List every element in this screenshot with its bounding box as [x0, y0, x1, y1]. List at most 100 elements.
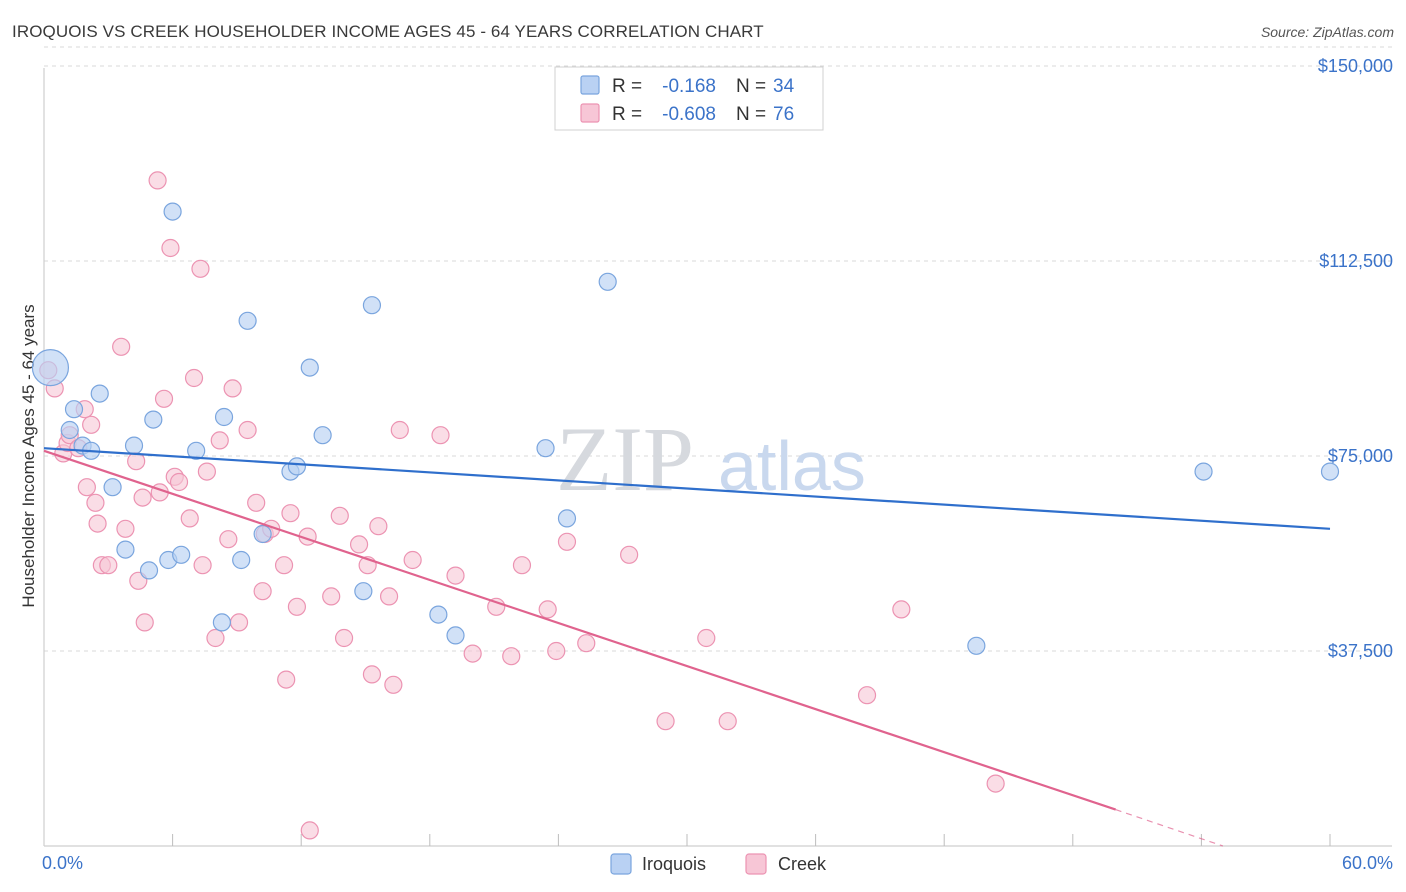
iroquois-point-15	[212, 613, 231, 632]
legend-n-value-creek: 76	[773, 104, 794, 125]
watermark-atlas: atlas	[718, 427, 866, 505]
legend-swatch-creek	[580, 103, 600, 123]
creek-point-69	[697, 628, 716, 648]
watermark-zip: ZIP	[556, 408, 694, 510]
chart-title: IROQUOIS VS CREEK HOUSEHOLDER INCOME AGE…	[12, 22, 764, 41]
y-axis-title: Householder Income Ages 45 - 64 years	[19, 304, 38, 607]
creek-point-58	[446, 566, 465, 585]
x-ticks	[172, 834, 1331, 846]
creek-point-42	[281, 504, 300, 523]
legend-n-label-iroquois: N =	[736, 76, 766, 97]
creek-point-64	[547, 641, 566, 661]
iroquois-point-22	[300, 358, 319, 377]
creek-point-35	[238, 420, 257, 440]
creek-point-33	[223, 379, 242, 398]
legend-r-label-creek: R =	[612, 104, 642, 125]
gridlines	[44, 46, 1392, 652]
creek-point-25	[180, 509, 199, 528]
creek-point-66	[577, 634, 596, 653]
iroquois-point-32	[1194, 462, 1213, 481]
creek-point-7	[77, 478, 96, 497]
iroquois-point-31	[967, 636, 986, 655]
creek-point-41	[277, 670, 296, 689]
bottom-legend-label-creek: Creek	[778, 854, 827, 874]
creek-point-45	[300, 821, 319, 840]
creek-point-63	[538, 600, 557, 619]
creek-point-61	[502, 647, 521, 666]
creek-point-54	[384, 675, 403, 694]
creek-point-17	[133, 488, 152, 507]
legend-swatch-iroquois	[580, 75, 600, 95]
series-legend: Iroquois Creek	[610, 853, 827, 875]
creek-point-34	[229, 613, 249, 632]
creek-point-12	[99, 556, 118, 575]
legend-r-label-iroquois: R =	[612, 76, 642, 97]
iroquois-point-30	[598, 272, 617, 291]
creek-point-22	[161, 238, 180, 258]
legend-n-label-creek: N =	[736, 104, 766, 125]
creek-point-65	[557, 532, 577, 551]
creek-point-21	[154, 389, 174, 408]
iroquois-point-29	[557, 509, 577, 528]
creek-point-32	[219, 530, 238, 549]
axes	[43, 68, 1392, 847]
creek-point-9	[86, 493, 105, 512]
iroquois-point-7	[116, 540, 135, 559]
creek-point-18	[135, 613, 154, 632]
iroquois-point-12	[163, 202, 182, 221]
iroquois-point-8	[124, 436, 144, 455]
creek-point-55	[390, 420, 409, 440]
creek-point-30	[206, 628, 225, 648]
iroquois-point-21	[287, 457, 307, 476]
iroquois-point-26	[429, 605, 448, 624]
creek-point-49	[349, 535, 369, 554]
iroquois-point-10	[144, 410, 163, 429]
creek-point-71	[857, 686, 877, 705]
x-tick-label-max: 60.0%	[1342, 853, 1393, 873]
creek-point-36	[247, 493, 266, 512]
creek-point-31	[210, 431, 229, 450]
creek-point-28	[193, 556, 212, 575]
creek-trend-line-extension	[1115, 809, 1224, 847]
legend-n-value-iroquois: 34	[773, 76, 795, 97]
creek-point-70	[718, 712, 737, 731]
creek-point-72	[892, 600, 911, 619]
creek-point-62	[512, 556, 532, 575]
watermark: ZIP atlas	[556, 408, 866, 510]
creek-point-24	[169, 472, 189, 492]
iroquois-trend-line	[43, 447, 1331, 530]
creek-point-27	[191, 259, 210, 278]
creek-point-19	[148, 171, 167, 190]
y-tick-labels: $37,500 $75,000 $112,500 $150,000	[1318, 56, 1393, 661]
source-credit: Source: ZipAtlas.com	[1260, 24, 1394, 40]
bottom-legend-swatch-iroquois	[610, 853, 632, 875]
creek-point-26	[184, 368, 204, 388]
iroquois-point-18	[238, 311, 257, 330]
creek-point-10	[88, 514, 107, 533]
iroquois-point-5	[90, 384, 109, 403]
iroquois-point-19	[253, 524, 272, 544]
creek-point-57	[431, 426, 450, 445]
y-tick-label-2: $112,500	[1319, 251, 1393, 271]
y-tick-label-3: $150,000	[1318, 56, 1393, 76]
iroquois-point-9	[139, 561, 159, 580]
iroquois-point-16	[214, 407, 234, 427]
creek-point-8	[82, 415, 101, 434]
creek-point-73	[986, 774, 1005, 793]
iroquois-point-2	[64, 400, 84, 419]
creek-point-47	[330, 506, 349, 525]
creek-point-59	[463, 644, 482, 663]
bottom-legend-swatch-creek	[745, 853, 767, 875]
y-tick-label-0: $37,500	[1328, 641, 1393, 661]
creek-point-14	[116, 519, 135, 538]
iroquois-point-33	[1320, 462, 1340, 481]
iroquois-point-13	[172, 545, 191, 564]
iroquois-point-25	[362, 296, 382, 315]
creek-trend-line	[43, 449, 1117, 811]
creek-point-29	[197, 462, 216, 481]
creek-points	[39, 171, 1005, 840]
creek-point-53	[379, 587, 399, 606]
iroquois-point-1	[60, 420, 79, 440]
iroquois-point-6	[103, 478, 122, 497]
